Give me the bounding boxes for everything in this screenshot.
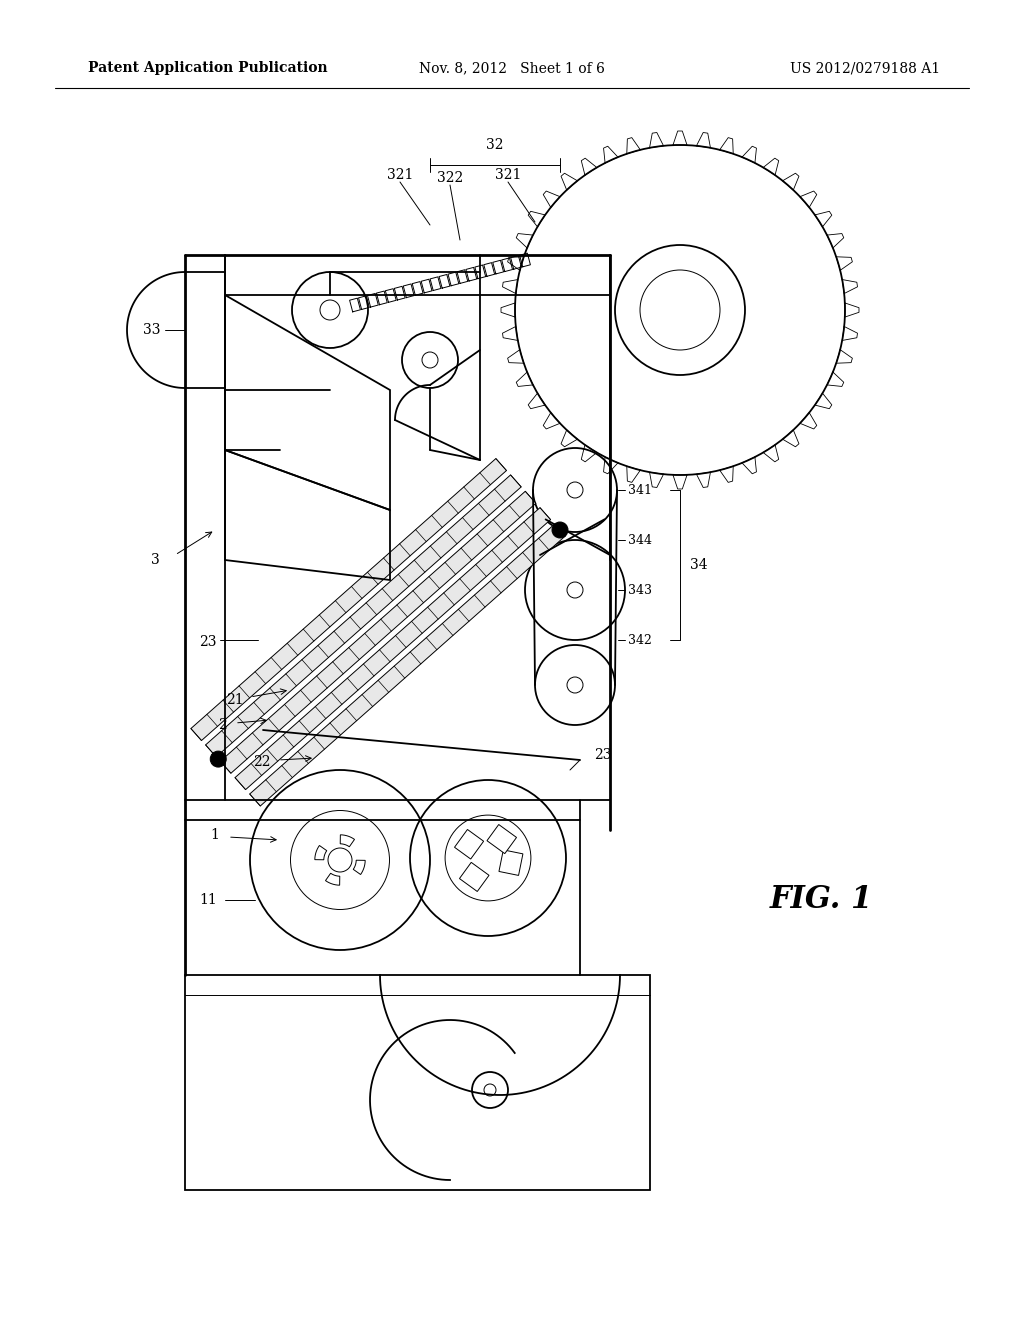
Text: 344: 344: [628, 533, 652, 546]
Text: 32: 32: [486, 139, 504, 152]
Polygon shape: [353, 861, 366, 875]
Text: 33: 33: [143, 323, 161, 337]
Text: Nov. 8, 2012   Sheet 1 of 6: Nov. 8, 2012 Sheet 1 of 6: [419, 61, 605, 75]
Text: FIG. 1: FIG. 1: [770, 884, 873, 916]
Circle shape: [552, 521, 568, 539]
Polygon shape: [250, 524, 565, 807]
Text: 321: 321: [495, 168, 521, 182]
Text: 322: 322: [437, 172, 463, 185]
Text: 11: 11: [199, 894, 217, 907]
Polygon shape: [487, 825, 516, 854]
Text: 34: 34: [690, 558, 708, 572]
Polygon shape: [340, 834, 354, 846]
Polygon shape: [190, 458, 507, 741]
Text: 22: 22: [253, 755, 270, 770]
Polygon shape: [220, 491, 536, 774]
Text: 341: 341: [628, 483, 652, 496]
Polygon shape: [326, 874, 340, 886]
Polygon shape: [234, 508, 551, 789]
Text: 343: 343: [628, 583, 652, 597]
Text: 1: 1: [211, 828, 219, 842]
Polygon shape: [460, 862, 489, 891]
Polygon shape: [455, 829, 483, 859]
Text: 23: 23: [200, 635, 217, 649]
Text: 342: 342: [628, 634, 652, 647]
Text: 3: 3: [151, 553, 160, 568]
Polygon shape: [499, 850, 523, 875]
Polygon shape: [206, 475, 521, 756]
Text: 21: 21: [226, 693, 244, 708]
Text: 23: 23: [594, 748, 611, 762]
Polygon shape: [314, 846, 327, 859]
Circle shape: [210, 751, 226, 767]
Text: US 2012/0279188 A1: US 2012/0279188 A1: [790, 61, 940, 75]
Bar: [185, 975, 650, 1191]
Text: 321: 321: [387, 168, 414, 182]
Text: Patent Application Publication: Patent Application Publication: [88, 61, 328, 75]
Text: 2: 2: [218, 718, 226, 733]
